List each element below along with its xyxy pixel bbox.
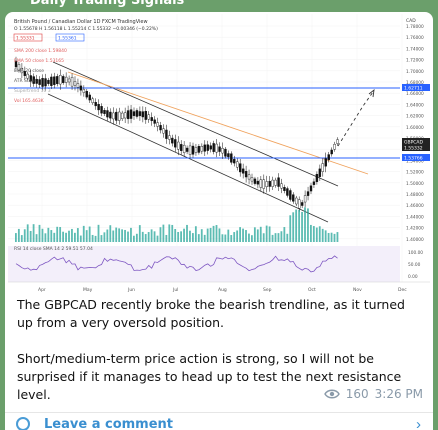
currency-label: CAD (406, 18, 416, 24)
channel-header: Daily Trading Signals (0, 0, 438, 12)
y-tick-label: 1.62000 (406, 114, 424, 120)
y-tick-label: 1.76000 (406, 35, 424, 41)
y-tick-label: 1.46000 (406, 203, 424, 209)
x-axis-ticks: Apr May Jun Jul Aug Sep Oct Nov Dec (38, 287, 407, 293)
price-label: 1.55332 (404, 146, 423, 152)
x-tick-label: Nov (353, 287, 362, 293)
price-label-bg (402, 154, 430, 161)
message-time: 3:26 PM (374, 387, 423, 401)
message-paragraph-2: Short/medium-term price action is strong… (17, 351, 402, 402)
price-label: 1.62711 (404, 86, 423, 92)
x-tick-label: Dec (398, 287, 407, 293)
y-tick-label: 1.68000 (406, 80, 424, 86)
chart-image[interactable]: British Pound / Canadian Dollar 1D FXCM … (8, 14, 430, 296)
y-tick-label: 1.64000 (406, 102, 424, 108)
x-tick-label: May (83, 287, 93, 293)
indicator-ema20: EMA 20 close (14, 68, 44, 74)
y-tick-label: 1.74000 (406, 46, 424, 52)
rsi-line (15, 255, 338, 273)
channel-title[interactable]: Daily Trading Signals (30, 0, 185, 8)
rsi-label: RSI 14 close SMA 14 2 59.51 57.04 (14, 246, 93, 252)
price-label: GBPCAD (404, 140, 424, 146)
candlesticks (14, 56, 339, 212)
price-box-1: 1.55331 (16, 36, 35, 42)
indicator-atr: ATR Stops (14, 78, 37, 84)
y-tick-label: 1.72000 (406, 58, 424, 64)
rsi-axis-ticks: 100.00 50.00 0.00 (408, 250, 423, 280)
x-tick-label: Jun (127, 287, 135, 293)
y-tick-label: 1.78000 (406, 24, 424, 30)
chart-canvas: British Pound / Canadian Dollar 1D FXCM … (8, 14, 430, 296)
chevron-right-icon[interactable]: › (416, 416, 421, 430)
price-label: 1.53766 (404, 156, 423, 162)
indicator-ema50: EMA 50 close 1.53165 (14, 58, 64, 64)
x-tick-label: Sep (263, 287, 272, 293)
price-label-bg (402, 84, 430, 91)
y-tick-label: 1.66000 (406, 91, 424, 97)
rsi-tick-label: 0.00 (408, 274, 418, 280)
arrow-head (368, 88, 375, 98)
message-meta: 160 3:26 PM (323, 386, 423, 402)
x-tick-label: Jul (172, 287, 178, 293)
y-tick-label: 1.50000 (406, 181, 424, 187)
y-tick-label: 1.70000 (406, 69, 424, 75)
x-tick-label: Apr (38, 287, 46, 293)
chart-ohlc: O 1.55678 H 1.56118 L 1.55214 C 1.55332 … (14, 26, 158, 32)
chart-header: British Pound / Canadian Dollar 1D FXCM … (14, 19, 148, 25)
y-tick-label: 1.42000 (406, 226, 424, 232)
view-count: 160 (345, 387, 369, 401)
leave-comment-bar[interactable]: Leave a comment › (5, 412, 433, 430)
y-tick-label: 1.54000 (406, 158, 424, 164)
message-bubble: British Pound / Canadian Dollar 1D FXCM … (5, 12, 433, 430)
x-tick-label: Aug (218, 287, 227, 293)
price-label-bg (402, 144, 430, 151)
rsi-tick-label: 50.00 (408, 262, 421, 268)
indicator-volume: Vol 165.463K (14, 98, 45, 104)
indicator-supertrend: Supertrend 10 3 (14, 88, 51, 94)
eye-icon (323, 389, 340, 399)
price-box-2: 1.55361 (58, 36, 77, 42)
rsi-tick-label: 100.00 (408, 250, 423, 256)
sma200-line (67, 71, 369, 175)
y-tick-label: 1.60000 (406, 125, 424, 131)
y-tick-label: 1.52000 (406, 170, 424, 176)
comment-circle-icon (16, 417, 30, 430)
x-tick-label: Oct (308, 287, 316, 293)
leave-comment-label[interactable]: Leave a comment (44, 416, 174, 430)
y-tick-label: 1.40000 (406, 237, 424, 243)
price-label-bg (402, 138, 430, 145)
y-tick-label: 1.44000 (406, 214, 424, 220)
message-paragraph-1: The GBPCAD recently broke the bearish tr… (17, 297, 405, 330)
indicator-sma200: SMA 200 close 1.59840 (14, 48, 67, 54)
y-tick-label: 1.48000 (406, 192, 424, 198)
volume-bars (15, 207, 339, 242)
